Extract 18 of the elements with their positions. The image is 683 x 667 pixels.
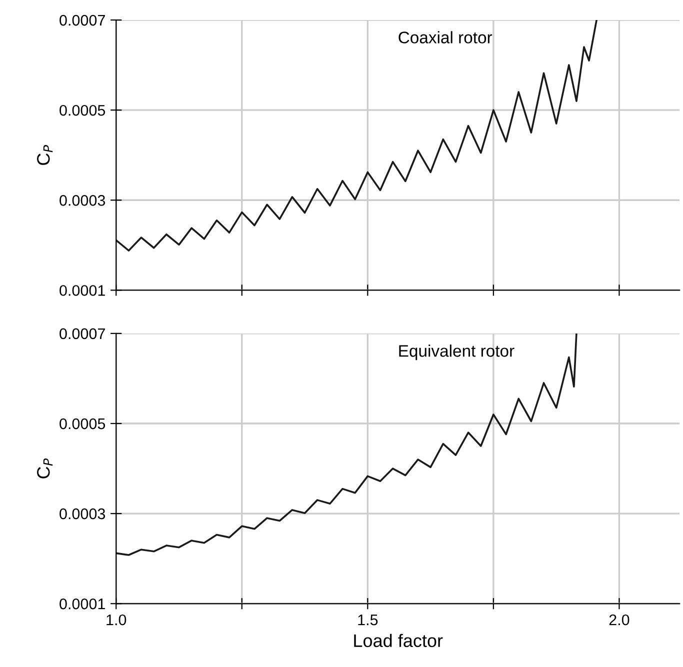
x-axis-title: Load factor <box>354 634 443 648</box>
y-tick-label: 0.0007 <box>60 14 105 26</box>
y-tick-label: 0.0001 <box>60 285 105 296</box>
x-tick-label: 1.0 <box>106 614 126 626</box>
annotation: Coaxial rotor <box>398 31 492 44</box>
x-tick-label: 2.0 <box>609 614 630 626</box>
y-axis-title: C$_{P}$ <box>37 458 53 478</box>
line-series <box>116 20 598 252</box>
line-series <box>116 333 578 556</box>
y-tick-label: 0.0003 <box>60 508 106 520</box>
y-tick-label: 0.0003 <box>60 195 106 206</box>
y-tick-label: 0.0005 <box>60 104 106 116</box>
y-tick-label: 0.0007 <box>60 328 105 340</box>
y-tick-label: 0.0005 <box>60 418 106 430</box>
y-axis-title: C$_{P}$ <box>37 145 53 165</box>
annotation: Equivalent rotor <box>399 344 514 360</box>
y-tick-label: 0.0001 <box>60 598 105 610</box>
x-tick-label: 1.5 <box>358 614 378 626</box>
